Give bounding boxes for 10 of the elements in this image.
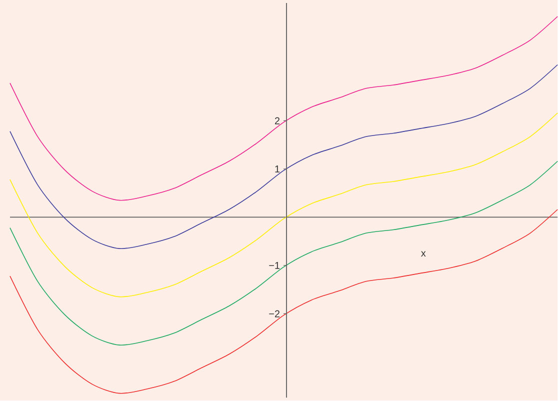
line-series <box>10 64 558 250</box>
y-tick-label: −1 <box>269 262 280 270</box>
y-tick-label: 2 <box>274 117 280 124</box>
y-tick-label: −2 <box>269 310 280 318</box>
line-series <box>10 161 558 346</box>
x-axis-title: x <box>421 251 426 257</box>
line-series <box>10 16 558 201</box>
y-tick-label: 1 <box>275 166 280 173</box>
line-series <box>10 209 558 394</box>
line-series <box>10 112 558 298</box>
